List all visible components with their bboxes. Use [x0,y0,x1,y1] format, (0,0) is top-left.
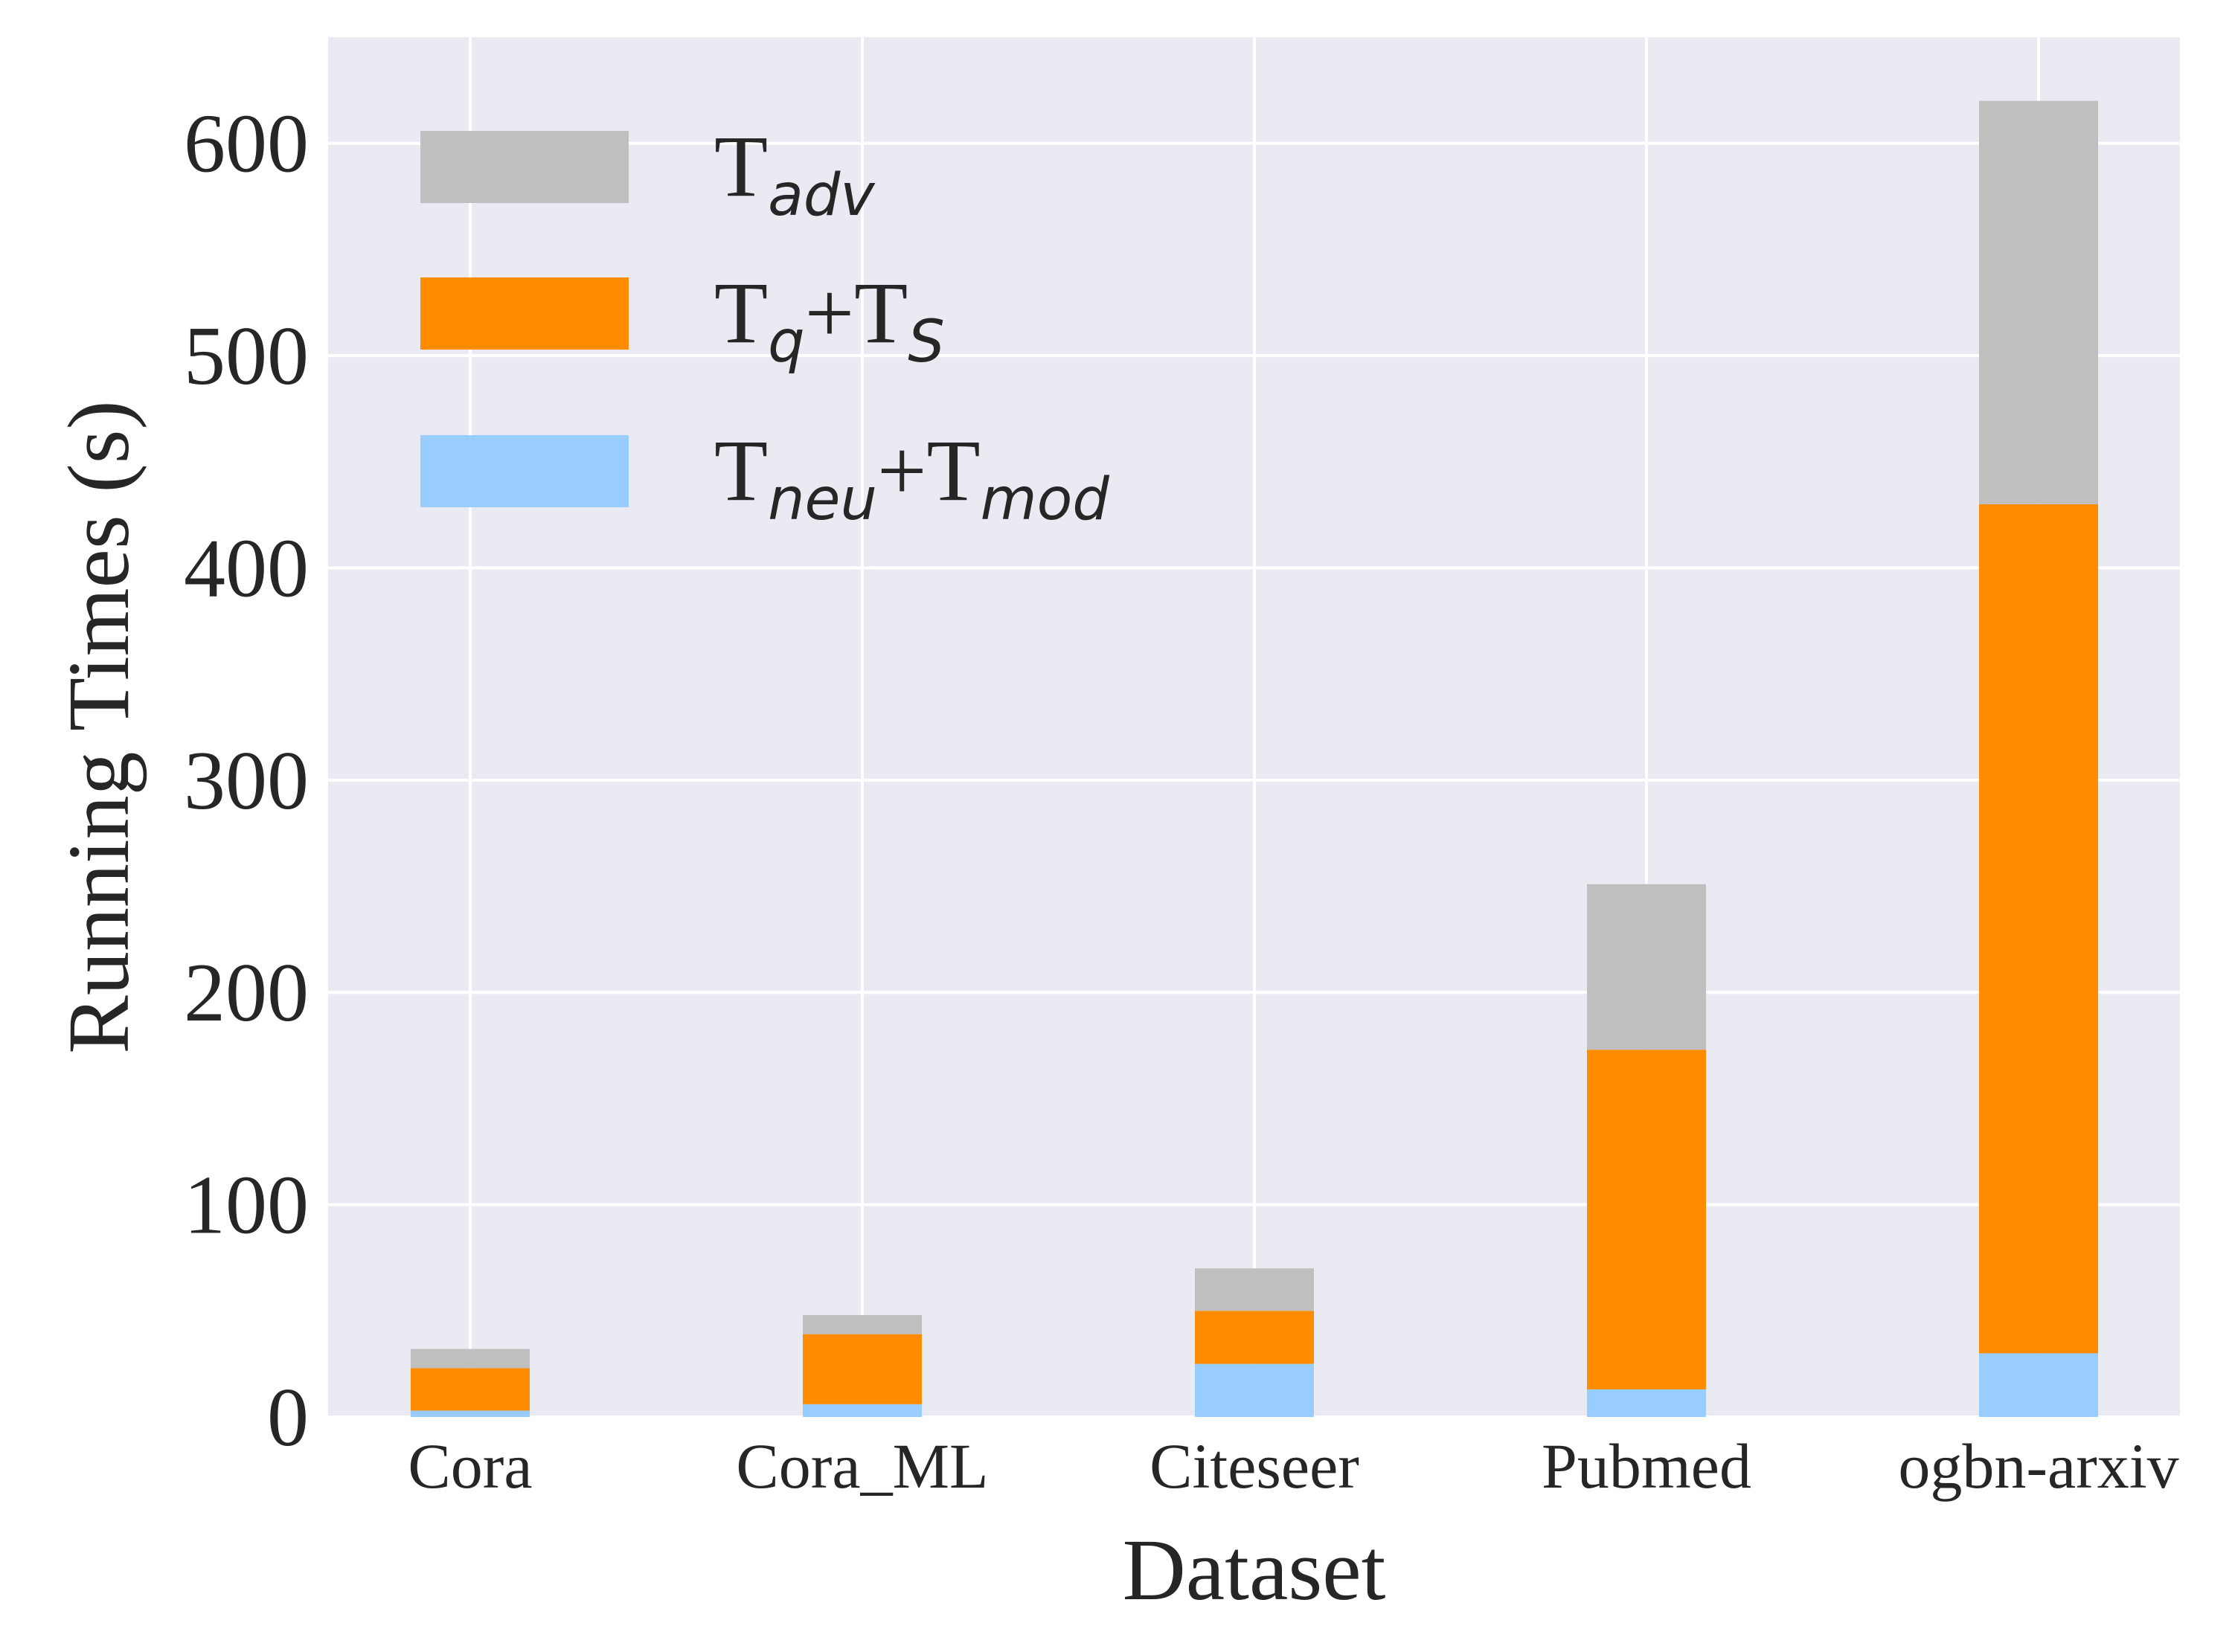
x-tick-label: Citeseer [1149,1430,1359,1502]
x-tick-label: Cora [408,1430,532,1502]
bar-pubmed-tq-ts [1587,1050,1706,1389]
x-tick-label: Pubmed [1542,1430,1751,1502]
x-tick-labels: Cora Cora_ML Citeseer Pubmed ogbn-arxiv [408,1430,2178,1502]
bar-cora-tq-ts [411,1368,530,1411]
y-tick-label: 500 [184,310,309,402]
legend-label: Tadv [714,118,876,229]
bar-cora-tadv [411,1349,530,1369]
legend-swatch [420,435,629,507]
bar-citeseer-tadv [1195,1268,1314,1311]
bar-citeseer-tq-ts [1195,1311,1314,1364]
y-tick-label: 100 [184,1160,309,1252]
bar-cora-ml-tneu-tmod [803,1404,922,1417]
legend-label: Tq+TS [714,264,945,376]
bar-cora-ml-tadv [803,1315,922,1334]
x-axis-label: Dataset [1123,1521,1386,1619]
bar-cora-tneu-tmod [411,1410,530,1417]
y-tick-label: 600 [184,98,309,190]
x-tick-label: Cora_ML [736,1430,988,1502]
legend: Tadv Tq+TS Tneu+Tmod [420,118,1109,533]
bar-citeseer-tneu-tmod [1195,1363,1314,1417]
y-tick-labels: 0 100 200 300 400 500 600 [184,98,309,1464]
legend-label: Tneu+Tmod [714,422,1109,533]
y-tick-label: 300 [184,735,309,827]
y-tick-label: 400 [184,522,309,614]
bar-ogbn-arxiv-tq-ts [1979,504,2098,1354]
bar-pubmed-tadv [1587,884,1706,1050]
bar-ogbn-arxiv-tadv [1979,100,2098,504]
bar-pubmed-tneu-tmod [1587,1389,1706,1417]
bar-ogbn-arxiv-tneu-tmod [1979,1353,2098,1417]
y-axis-label: Running Times (s) [50,400,147,1054]
y-tick-label: 0 [267,1372,309,1464]
y-tick-label: 200 [184,947,309,1039]
bars [411,100,2098,1417]
legend-swatch [420,131,629,203]
bar-cora-ml-tq-ts [803,1334,922,1404]
legend-swatch [420,277,629,350]
x-tick-label: ogbn-arxiv [1898,1430,2178,1502]
